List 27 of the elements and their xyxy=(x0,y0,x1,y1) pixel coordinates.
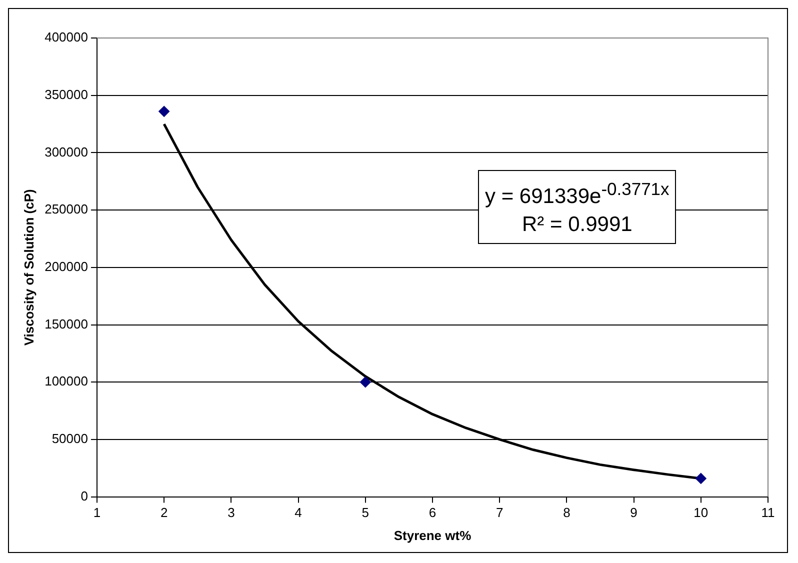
point xyxy=(158,106,170,117)
y-axis-title: Viscosity of Solution (cP) xyxy=(21,189,36,346)
y-tick-label: 50000 xyxy=(52,431,88,446)
y-tick-label: 350000 xyxy=(44,86,88,102)
y-tick-label: 300000 xyxy=(44,144,88,160)
y-tick-label: 100000 xyxy=(44,374,88,389)
x-tick-label: 8 xyxy=(563,505,570,520)
y-tick-label: 0 xyxy=(80,488,88,504)
x-tick-label: 5 xyxy=(362,505,370,520)
x-axis-title: Styrene wt% xyxy=(394,528,472,543)
point xyxy=(360,376,371,388)
x-tick-label: 10 xyxy=(694,505,708,520)
x-tick-label: 2 xyxy=(160,505,168,520)
y-tick-label: 200000 xyxy=(44,258,88,274)
y-tick-label: 250000 xyxy=(44,202,88,217)
x-tick-label: 4 xyxy=(294,505,302,520)
annotation: R² = 0.9991 xyxy=(520,212,634,238)
annotation: y = 691339e$^{-0.3771x}$ xyxy=(485,178,670,210)
x-tick-label: 11 xyxy=(761,505,775,520)
point xyxy=(695,472,706,484)
x-tick-label: 7 xyxy=(496,505,504,520)
x-tick-label: 6 xyxy=(428,505,436,520)
y-tick-label: 150000 xyxy=(44,316,88,332)
x-tick-label: 9 xyxy=(630,505,638,520)
x-tick-label: 1 xyxy=(93,505,101,520)
x-tick-label: 3 xyxy=(228,505,235,520)
y-tick-label: 400000 xyxy=(44,30,88,45)
